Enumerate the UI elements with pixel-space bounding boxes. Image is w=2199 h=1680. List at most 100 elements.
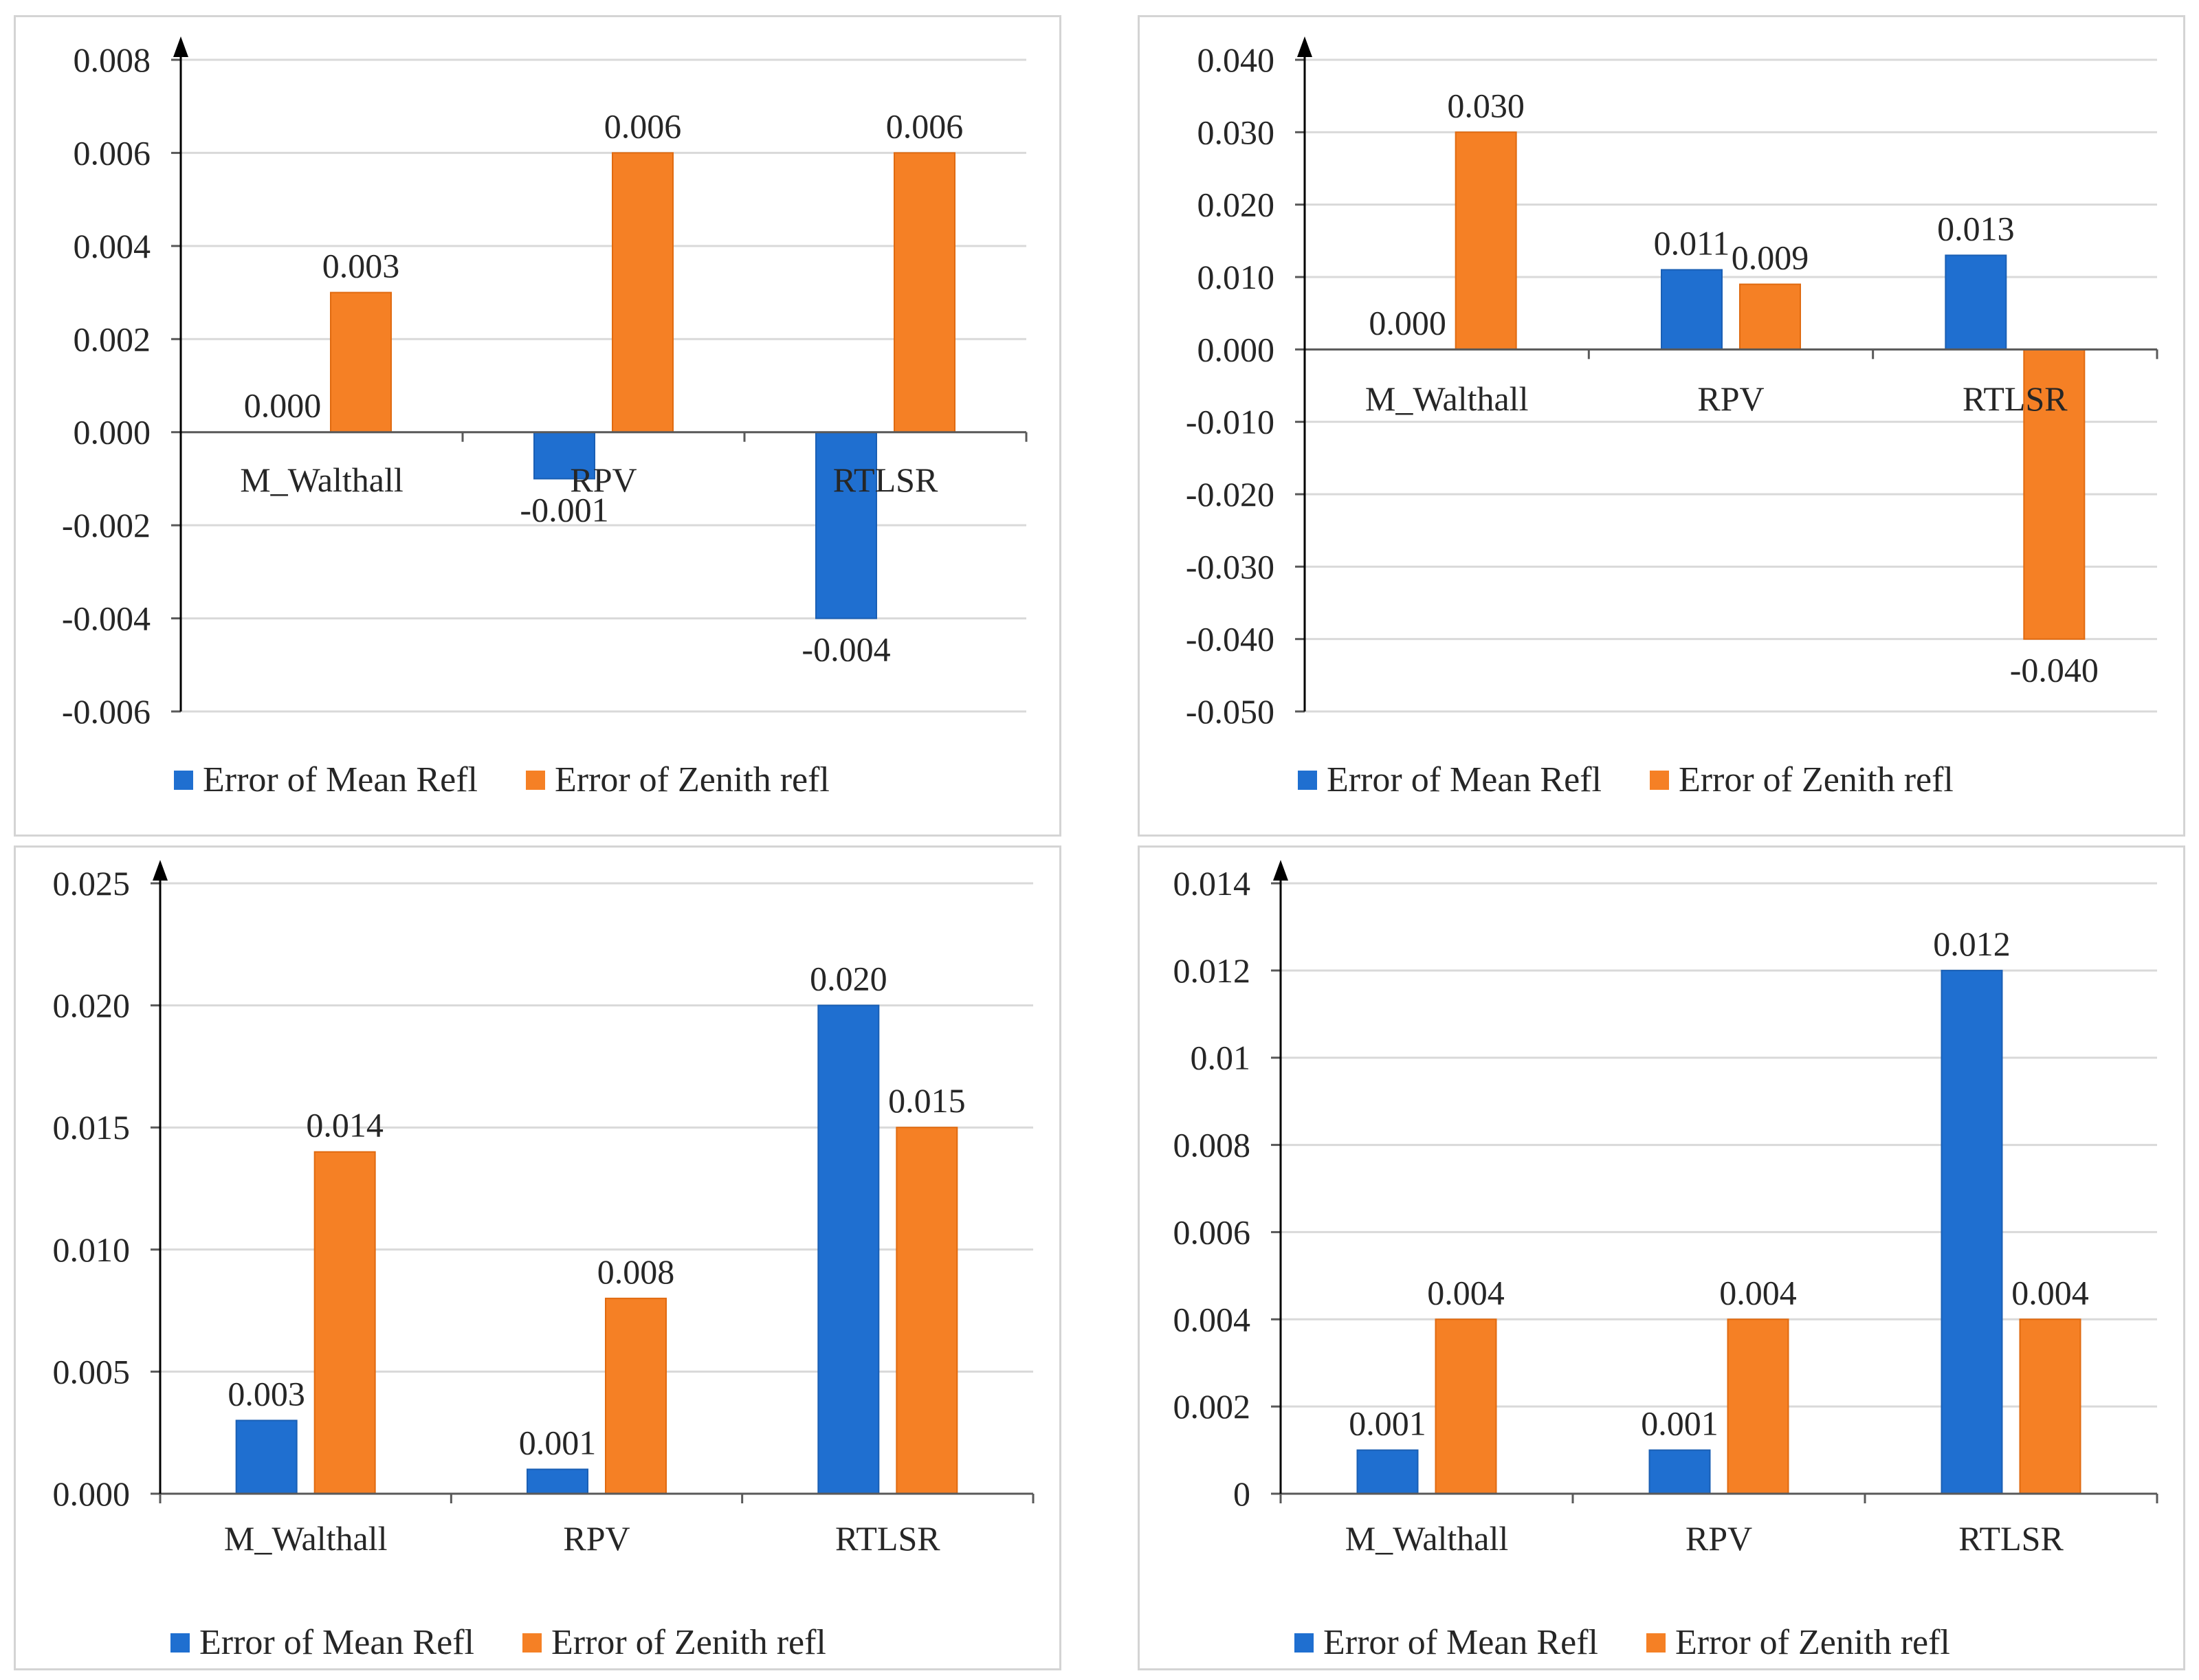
legend-item-mean: Error of Mean Refl [1294,1622,1598,1663]
chart-svg-bottom-right: 0 0.002 0.004 0.006 0.008 0.01 0.012 0.014 0.001… [1173,860,2158,1558]
legend-item-zenith: Error of Zenith refl [522,1622,826,1663]
legend-label-zenith: Error of Zenith refl [554,760,830,799]
y-tick-label: 0.014 [1173,864,1251,903]
legend-item-mean: Error of Mean Refl [170,1622,474,1663]
y-tick-label: 0.040 [1197,41,1275,79]
bar-zenith [2019,1318,2081,1494]
bar-zenith [896,1127,958,1494]
legend-item-mean: Error of Mean Refl [1298,760,1602,800]
chart-panel-bottom-right: 0 0.002 0.004 0.006 0.008 0.01 0.012 0.014 0.001… [1138,845,2185,1670]
category-label: RPV [1686,1519,1752,1558]
legend-swatch-mean [170,1633,190,1653]
y-tick-label: 0.01 [1191,1039,1251,1077]
y-tick-label: -0.010 [1186,403,1274,441]
y-tick-label: -0.030 [1186,547,1274,586]
y-tick-label: 0.002 [74,320,151,358]
bar-mean [1648,1449,1711,1494]
data-label: 0.001 [519,1423,597,1461]
bar-zenith [330,291,392,433]
y-tick-label: -0.020 [1186,475,1274,513]
data-label: -0.004 [802,630,890,669]
y-tick-label: 0 [1233,1474,1250,1513]
y-tick-label: -0.004 [62,599,151,638]
bar-zenith [605,1297,667,1495]
legend-swatch-zenith [522,1633,542,1653]
bar-mean [1941,969,2003,1495]
legend-swatch-zenith [525,770,545,790]
data-label: 0.004 [1719,1273,1797,1312]
chart-legend: Error of Mean Refl Error of Zenith refl [1294,1622,1998,1663]
data-label: 0.009 [1732,239,1809,277]
data-label: 0.013 [1937,209,2015,247]
chart-svg-bottom-left: 0.000 0.005 0.010 0.015 0.020 0.025 0.003 0.014… [53,860,1035,1558]
legend-label-mean: Error of Mean Refl [1323,1623,1598,1662]
chart-panel-bottom-left: 0.000 0.005 0.010 0.015 0.020 0.025 0.003 0.014… [14,845,1061,1670]
y-tick-label: -0.002 [62,506,151,544]
category-label: RPV [563,1519,630,1558]
data-label: 0.011 [1654,223,1730,262]
y-tick-label: 0.006 [1173,1213,1251,1251]
data-label: 0.008 [597,1252,675,1291]
legend-label-zenith: Error of Zenith refl [1678,760,1954,799]
y-tick-label: -0.050 [1186,692,1274,731]
chart-svg-top-right: -0.050 -0.040 -0.030 -0.020 -0.010 0.000 0.010… [1186,36,2158,731]
legend-label-mean: Error of Mean Refl [199,1623,474,1662]
category-label: M_Walthall [240,461,404,499]
category-label: M_Walthall [1365,379,1529,418]
data-label: 0.030 [1447,86,1525,124]
y-tick-label: 0.008 [1173,1126,1251,1164]
data-label: 0.015 [888,1081,966,1120]
chart-panel-top-right: -0.050 -0.040 -0.030 -0.020 -0.010 0.000 0.010… [1138,15,2185,837]
bar-mean [815,431,877,619]
legend-swatch-mean [1298,770,1317,790]
legend-item-zenith: Error of Zenith refl [1646,1622,1950,1663]
bar-mean [527,1468,588,1494]
bar-zenith [2023,349,2086,640]
y-tick-label: 0.020 [1197,186,1275,224]
y-tick-label: 0.020 [53,986,131,1025]
category-label: RTLSR [835,1519,940,1558]
legend-swatch-mean [174,770,193,790]
y-tick-label: 0.000 [1197,330,1275,368]
bar-zenith [1739,283,1801,351]
data-label: 0.001 [1349,1404,1426,1443]
category-label: RTLSR [1963,379,2068,418]
data-label: 0.003 [228,1374,305,1413]
y-tick-label: 0.010 [1197,258,1275,296]
y-axis-arrow [1273,860,1288,881]
data-label: 0.000 [1369,303,1446,342]
y-tick-label: 0.005 [53,1352,131,1391]
legend-label-zenith: Error of Zenith refl [551,1623,826,1662]
y-tick-label: 0.012 [1173,951,1251,990]
data-label: 0.001 [1641,1404,1719,1443]
y-tick-label: 0.030 [1197,113,1275,151]
legend-label-mean: Error of Mean Refl [203,760,478,799]
legend-label-zenith: Error of Zenith refl [1675,1623,1950,1662]
chart-legend: Error of Mean Refl Error of Zenith refl [170,1622,874,1663]
chart-legend: Error of Mean Refl Error of Zenith refl [174,760,878,800]
y-axis-arrow [153,860,168,881]
legend-label-mean: Error of Mean Refl [1327,760,1602,799]
data-label: 0.000 [244,386,322,425]
data-label: 0.012 [1933,925,2011,963]
legend-item-zenith: Error of Zenith refl [525,760,830,800]
y-tick-label: 0.004 [74,227,151,265]
bar-zenith [1727,1318,1789,1494]
data-label: 0.020 [810,960,887,998]
y-tick-label: -0.040 [1186,620,1274,659]
y-tick-label: 0.008 [74,41,151,79]
y-tick-label: 0.004 [1173,1300,1251,1338]
category-label: RTLSR [1958,1519,2064,1558]
data-label: -0.040 [2010,651,2099,689]
y-tick-label: 0.006 [74,133,151,172]
chart-panel-top-left: -0.006 -0.004 -0.002 0.000 0.002 0.004 0.006 0.… [14,15,1061,837]
data-label: 0.003 [322,247,400,285]
legend-item-mean: Error of Mean Refl [174,760,478,800]
y-tick-label: 0.015 [53,1108,131,1147]
data-label: 0.004 [1427,1273,1505,1312]
chart-svg-top-left: -0.006 -0.004 -0.002 0.000 0.002 0.004 0.006 0.… [62,36,1028,731]
y-axis-arrow [173,36,188,57]
category-label: M_Walthall [1345,1519,1509,1558]
bar-zenith [612,152,674,433]
y-tick-label: 0.000 [53,1474,131,1513]
